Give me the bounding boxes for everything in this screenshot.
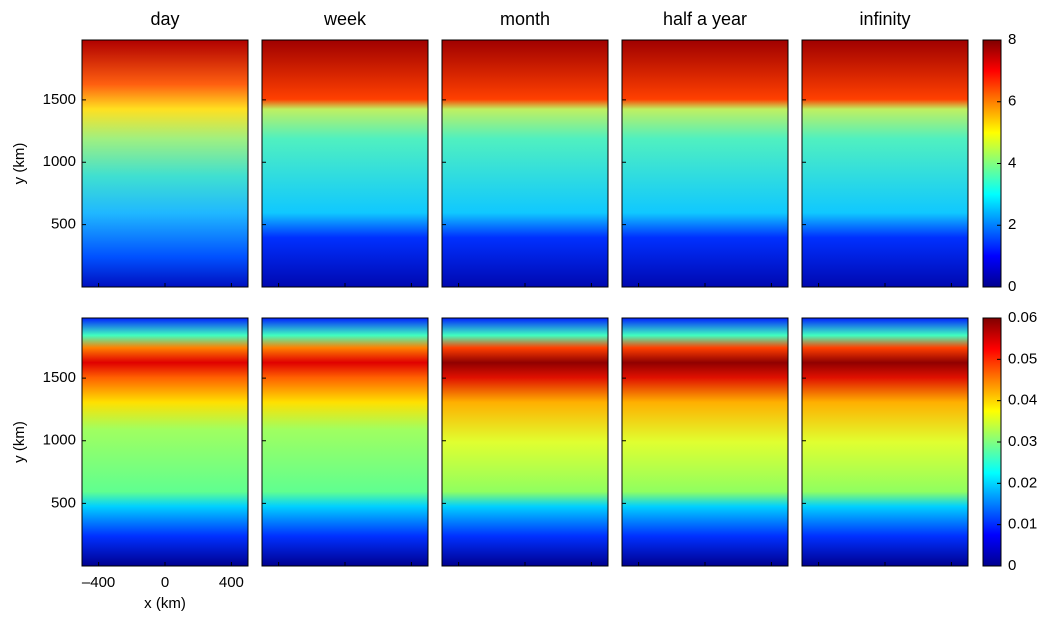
colorbar-tick-label: 0.05: [1008, 350, 1037, 367]
y-tick-label: 500: [51, 216, 76, 233]
y-tick-label: 1500: [43, 369, 76, 386]
column-title: day: [150, 9, 179, 29]
colorbar-tick-label: 0.01: [1008, 516, 1037, 533]
colorbar-tick-label: 0.02: [1008, 474, 1037, 491]
column-title: infinity: [859, 9, 910, 29]
y-tick-label: 500: [51, 494, 76, 511]
field-panel: [82, 318, 248, 566]
colorbar-tick-label: 4: [1008, 154, 1016, 171]
x-axis-label: x (km): [144, 595, 186, 612]
field-panel: [622, 318, 788, 566]
colorbar-tick-label: 0.03: [1008, 433, 1037, 450]
y-tick-label: 1000: [43, 432, 76, 449]
figure: day week month half a year infinity 500 1000 15…: [0, 0, 1047, 614]
column-title: week: [323, 9, 367, 29]
x-tick-label: 0: [161, 574, 169, 591]
field-panel: [622, 40, 788, 287]
y-axis-label: y (km): [11, 421, 28, 463]
colorbar-tick-label: 0: [1008, 557, 1016, 574]
colorbar-tick-label: 6: [1008, 93, 1016, 110]
field-panel: [442, 40, 608, 287]
field-panel: [442, 318, 608, 566]
colorbar-tick-label: 0.06: [1008, 309, 1037, 326]
x-tick-label: –400: [82, 574, 115, 591]
y-tick-label: 1500: [43, 91, 76, 108]
field-panel: [262, 40, 428, 287]
y-axis-label: y (km): [11, 143, 28, 185]
colorbar-tick-label: 8: [1008, 31, 1016, 48]
colorbar-tick-label: 0: [1008, 278, 1016, 295]
field-panel: [802, 318, 968, 566]
colorbar-tick-label: 0.04: [1008, 392, 1037, 409]
colorbar-tick-label: 2: [1008, 216, 1016, 233]
field-panel: [802, 40, 968, 287]
x-tick-label: 400: [219, 574, 244, 591]
column-title: month: [500, 9, 550, 29]
field-panel: [82, 40, 248, 287]
field-panel: [262, 318, 428, 566]
column-title: half a year: [663, 9, 747, 29]
y-tick-label: 1000: [43, 153, 76, 170]
